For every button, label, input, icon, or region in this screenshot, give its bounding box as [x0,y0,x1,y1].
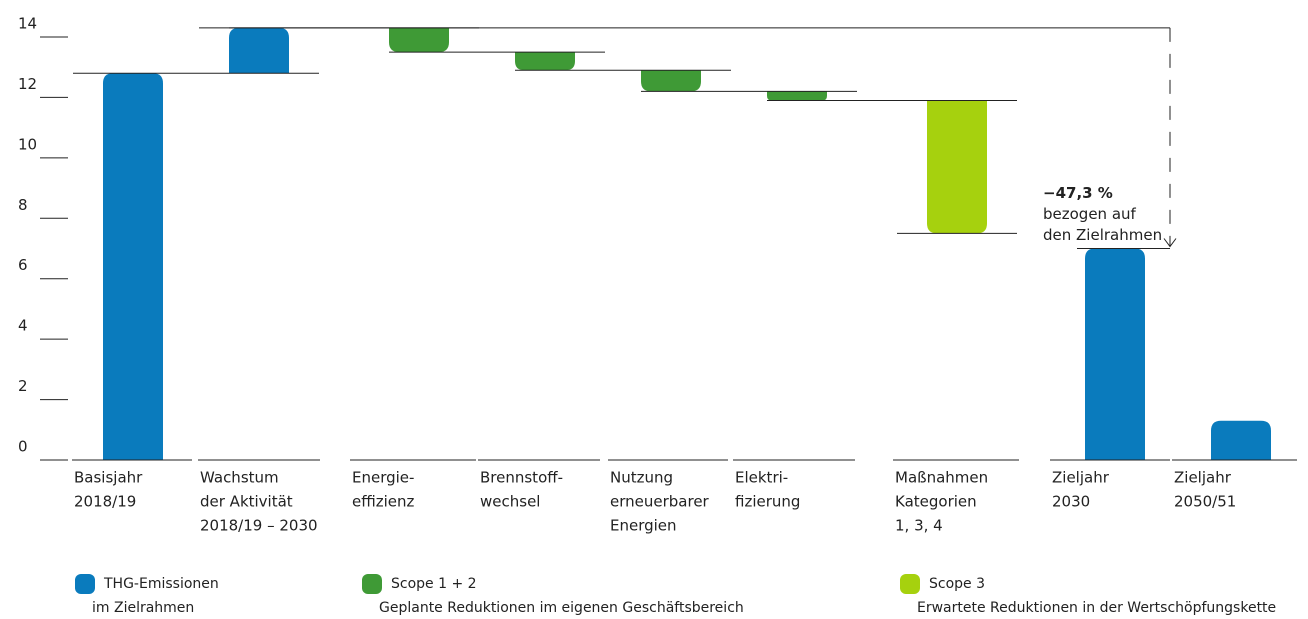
x-tick-label: 2018/19 – 2030 [200,517,318,535]
y-tick-label: 8 [18,196,28,214]
legend-label: Erwartete Reduktionen in der Wertschöpfu… [917,600,1276,616]
x-tick-label: Energie- [352,469,414,487]
x-tick-label: fizierung [735,493,800,511]
legend-label: Geplante Reduktionen im eigenen Geschäft… [379,600,744,616]
bar [767,91,827,101]
bar [1211,420,1271,460]
legend-label: im Zielrahmen [92,600,194,616]
x-tick-label: der Aktivität [200,493,293,511]
legend-label: Scope 1 + 2 [391,576,477,592]
legend-label: Scope 3 [929,576,985,592]
bar [927,100,987,234]
x-tick-label: 1, 3, 4 [895,517,943,535]
bar [103,73,163,460]
y-tick-label: 12 [18,75,37,93]
legend-swatch [900,574,920,594]
annotation: −47,3 % [1043,184,1113,202]
y-tick-label: 0 [18,438,28,456]
x-tick-label: Elektri- [735,469,788,487]
y-tick-label: 10 [18,135,37,153]
x-tick-label: Energien [610,517,677,535]
x-tick-label: Zieljahr [1052,469,1110,487]
legend-swatch [75,574,95,594]
x-tick-label: 2030 [1052,493,1090,511]
x-tick-label: Nutzung [610,469,673,487]
annotation: bezogen auf [1043,205,1137,223]
y-tick-label: 2 [18,377,28,395]
x-tick-label: Maßnahmen [895,469,988,487]
y-tick-label: 4 [18,317,28,335]
bar [1085,248,1145,460]
legend-swatch [362,574,382,594]
x-tick-label: Brennstoff- [480,469,563,487]
x-tick-label: effizienz [352,493,415,511]
y-tick-label: 14 [18,15,37,33]
bar [389,27,449,53]
arrow-head [1163,238,1177,248]
x-tick-label: 2018/19 [74,493,136,511]
x-tick-label: Kategorien [895,493,977,511]
x-tick-label: Basisjahr [74,469,143,487]
legend-label: THG-Emissionen [103,576,219,592]
bar [229,27,289,74]
x-tick-label: 2050/51 [1174,493,1236,511]
annotation: den Zielrahmen [1043,226,1162,244]
x-tick-label: Zieljahr [1174,469,1232,487]
x-tick-label: Wachstum [200,469,279,487]
y-tick-label: 6 [18,256,28,274]
x-tick-label: wechsel [480,493,540,511]
bar [515,52,575,71]
x-tick-label: erneuerbarer [610,493,710,511]
bar [641,70,701,92]
